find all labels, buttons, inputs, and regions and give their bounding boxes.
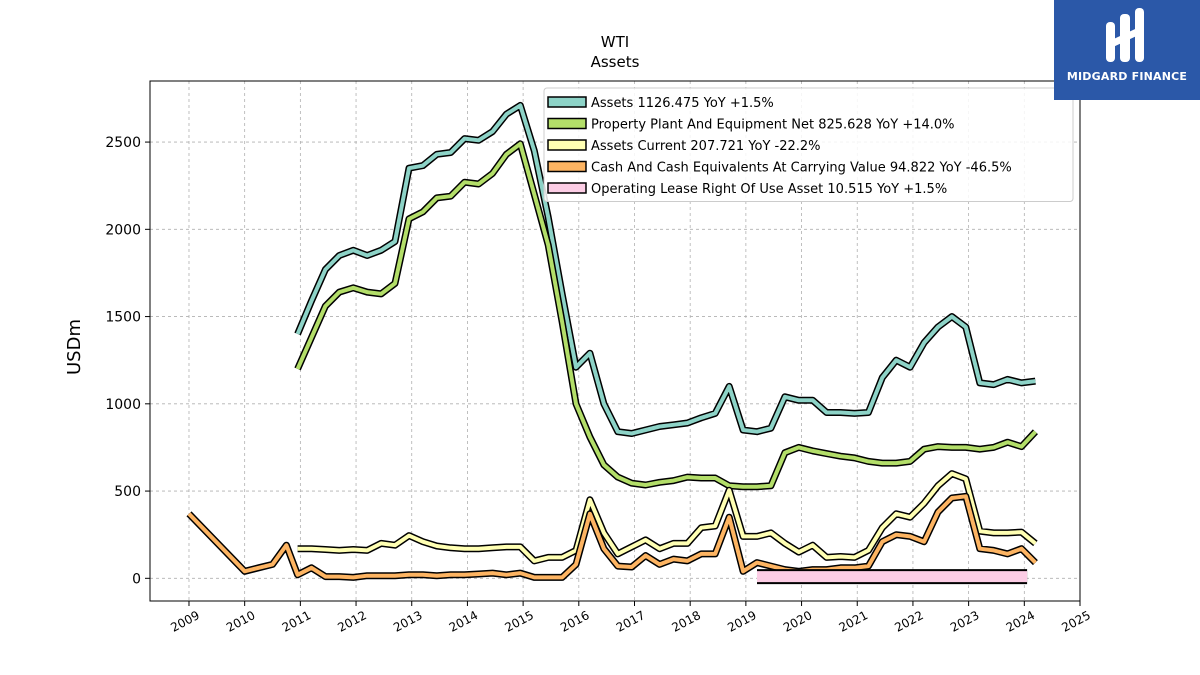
x-tick-label: 2009 xyxy=(168,608,202,635)
series-line xyxy=(294,101,1036,437)
x-tick-label: 2020 xyxy=(781,608,815,635)
series-stroke xyxy=(187,494,1037,580)
x-tick-label: 2019 xyxy=(725,608,759,635)
legend-swatch xyxy=(547,139,587,151)
x-tick-label: 2012 xyxy=(335,608,369,635)
chart-subtitle: Assets xyxy=(591,53,640,71)
x-tick-label: 2017 xyxy=(614,608,648,635)
y-tick-label: 0 xyxy=(132,571,141,587)
x-tick-label: 2011 xyxy=(280,608,314,635)
y-tick-label: 500 xyxy=(114,484,141,500)
x-tick-label: 2021 xyxy=(837,608,871,635)
series-stroke xyxy=(295,141,1037,489)
y-tick-label: 1000 xyxy=(105,397,141,413)
logo-text: MIDGARD FINANCE xyxy=(1066,70,1188,83)
x-tick-label: 2016 xyxy=(558,608,592,635)
x-tick-label: 2025 xyxy=(1059,608,1093,635)
legend: Assets 1126.475 YoY +1.5% Property Plant … xyxy=(543,87,1074,202)
x-tick-label: 2013 xyxy=(391,608,425,635)
legend-box xyxy=(543,87,1074,202)
legend-swatch xyxy=(547,182,587,194)
y-tick-label: 2000 xyxy=(105,222,141,238)
x-tick-label: 2022 xyxy=(892,608,926,635)
y-axis-label: USDm xyxy=(64,319,85,375)
x-tick-label: 2014 xyxy=(447,608,481,635)
legend-label: Cash And Cash Equivalents At Carrying Va… xyxy=(591,161,1012,176)
series-line xyxy=(297,470,1038,565)
x-tick-label: 2010 xyxy=(224,608,258,635)
legend-swatch xyxy=(547,117,587,130)
legend-label: Assets 1126.475 YoY +1.5% xyxy=(591,96,774,111)
legend-swatch xyxy=(547,160,587,173)
logo-mark-icon xyxy=(1106,8,1144,62)
chart-title: WTI xyxy=(601,33,629,51)
legend-label: Operating Lease Right Of Use Asset 10.51… xyxy=(591,182,947,197)
series-line xyxy=(186,492,1038,581)
series-stroke xyxy=(295,103,1036,436)
x-tick-label: 2015 xyxy=(502,608,536,635)
series-layer xyxy=(186,101,1038,585)
y-tick-label: 1500 xyxy=(105,310,141,326)
x-tick-label: 2018 xyxy=(670,608,704,635)
legend-swatch xyxy=(547,96,587,108)
plot-frame xyxy=(149,80,1081,602)
x-tick-label: 2023 xyxy=(948,608,982,635)
brand-logo: MIDGARD FINANCE xyxy=(1054,0,1200,100)
x-tick-label: 2024 xyxy=(1004,608,1038,635)
y-tick-label: 2500 xyxy=(105,135,141,151)
series-stroke xyxy=(297,471,1037,563)
legend-label: Assets Current 207.721 YoY -22.2% xyxy=(591,139,821,154)
legend-label: Property Plant And Equipment Net 825.628… xyxy=(591,118,955,133)
series-line xyxy=(294,140,1038,491)
